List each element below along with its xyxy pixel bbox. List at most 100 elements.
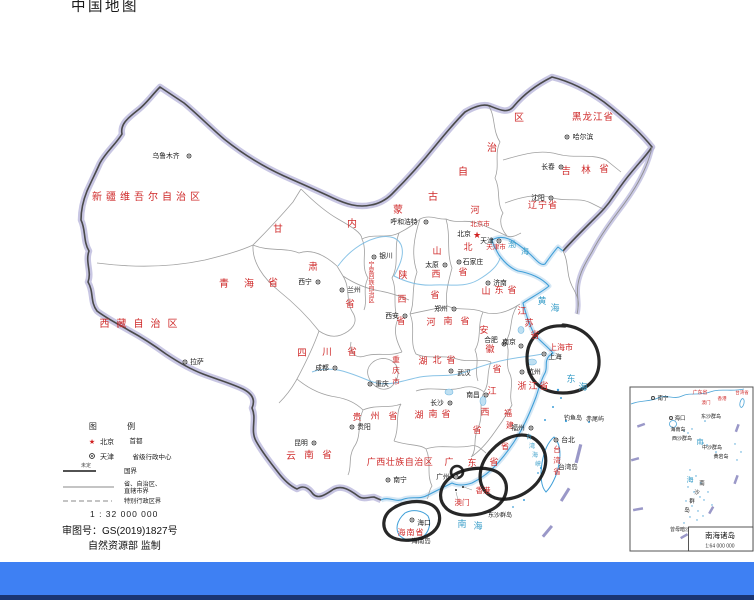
city-marker-dot — [453, 308, 455, 310]
city-label: 福州 — [511, 423, 525, 432]
island-label: 钓鱼岛 — [564, 414, 582, 422]
sea-label: 东 — [566, 373, 575, 384]
island-label: 东沙群岛 — [488, 511, 512, 519]
city-label: 合肥 — [484, 335, 498, 344]
province-boundaries — [96, 104, 622, 500]
province-label: 自 — [458, 165, 468, 178]
province-label: 天津市 — [486, 242, 506, 251]
city-marker-dot — [351, 426, 353, 428]
province-label: 甘 — [273, 223, 283, 235]
producer-note: 自然资源部 监制 — [88, 539, 161, 552]
admin-center-icon-dot — [91, 455, 93, 457]
inset-label: 香港 — [718, 395, 727, 402]
province-label: 南 — [304, 449, 314, 461]
city-label: 石家庄 — [463, 257, 484, 266]
inset-city-marker-dot — [670, 417, 672, 419]
province-label: 省 — [530, 329, 539, 340]
province-label: 省 — [345, 298, 355, 310]
province-label: 浙江省 — [517, 380, 550, 391]
inset-label: 海口 — [674, 414, 685, 422]
inset-label: 南宁 — [657, 394, 669, 402]
city-marker-dot — [369, 383, 371, 385]
city-marker-dot — [485, 394, 487, 396]
lakes-layer — [444, 326, 537, 406]
capital-star-marker: ★ — [473, 230, 481, 240]
province-label: 治 — [487, 141, 497, 154]
legend-province-label-2: 直辖市界 — [124, 487, 149, 495]
city-label: 杭州 — [527, 367, 541, 376]
province-label: 湾 — [553, 455, 561, 465]
inset-coastline — [630, 388, 745, 405]
inset-label: 岛 — [684, 506, 690, 514]
islands-layer — [396, 388, 590, 541]
province-label: 新疆维吾尔自治区 — [92, 190, 204, 203]
inset-label: 沙 — [694, 489, 700, 496]
inset-label: 黄岩岛 — [713, 453, 728, 460]
province-label: 省 — [347, 346, 357, 358]
legend-title: 图 例 — [89, 421, 149, 431]
city-marker-dot — [425, 221, 427, 223]
province-label: 省 — [430, 289, 439, 300]
city-marker-dot — [560, 166, 562, 168]
province-label: 青 — [219, 277, 229, 290]
city-marker-dot — [555, 439, 557, 441]
annotation-circle-hainan — [382, 499, 442, 542]
province-label: 省 — [396, 315, 405, 326]
city-label: 台北 — [561, 435, 575, 444]
province-label: 贵 — [352, 411, 361, 422]
province-label: 蒙 — [393, 203, 403, 216]
province-label: 香港 — [476, 485, 491, 495]
city-marker-dot — [530, 427, 532, 429]
city-marker-dot — [334, 367, 336, 369]
province-label: 安 — [479, 324, 488, 335]
province-label: 建 — [506, 420, 514, 430]
province-label: 庆 — [392, 365, 400, 375]
city-label: 拉萨 — [190, 357, 204, 366]
sea-label: 台 — [526, 433, 532, 441]
province-label: 江 — [517, 306, 526, 316]
inset-label: 西沙群岛 — [672, 435, 692, 442]
province-label: 黑龙江省 — [572, 111, 614, 123]
inset-frame — [629, 386, 754, 552]
city-marker-dot — [404, 315, 406, 317]
page-title: 中国地图 — [71, 0, 139, 15]
city-label: 武汉 — [457, 368, 471, 377]
province-label: 省 — [388, 410, 397, 421]
province-label: 河 — [470, 204, 479, 215]
province-label: 省 — [472, 424, 481, 435]
city-marker-dot — [313, 442, 315, 444]
city-label: 西安 — [385, 311, 399, 320]
legend: 图 例 ★ 北京 首都 天津 省级行政中心 未定 国界 省、自治区、 直辖市界 … — [62, 421, 178, 552]
province-label: 内 — [347, 217, 357, 230]
province-label: 省 — [441, 408, 450, 419]
sea-label: 湾 — [529, 442, 535, 450]
sea-label: 峡 — [535, 460, 541, 468]
legend-sar-label: 特别行政区界 — [124, 497, 161, 505]
province-label: 川 — [322, 347, 332, 358]
province-label: 海 — [244, 277, 254, 290]
city-label: 天津 — [480, 237, 494, 245]
province-label: 林 — [581, 164, 591, 176]
sea-label: 海 — [532, 451, 538, 459]
inset-island-dots — [683, 420, 742, 524]
city-label: 郑州 — [434, 305, 448, 313]
inset-label: 广东省 — [692, 389, 707, 396]
sea-label: 黄 — [537, 295, 546, 306]
province-label: 湖 — [414, 410, 423, 420]
province-label: 省 — [322, 449, 332, 461]
province-label: 省 — [599, 163, 609, 175]
city-label: 南京 — [502, 337, 516, 346]
city-marker-dot — [455, 476, 457, 478]
province-label: 西 — [397, 294, 406, 304]
city-label: 哈尔滨 — [573, 132, 594, 141]
legend-capital-label: 首都 — [130, 436, 144, 445]
legend-admin-label: 省级行政中心 — [133, 452, 173, 461]
legend-capital-city: 北京 — [100, 437, 114, 446]
city-label: 长春 — [541, 162, 555, 171]
city-label: 南昌 — [466, 390, 480, 399]
city-label: 重庆 — [375, 379, 389, 388]
annotation-circle-fujian-coast — [478, 433, 548, 501]
province-label: 西 — [480, 407, 489, 417]
